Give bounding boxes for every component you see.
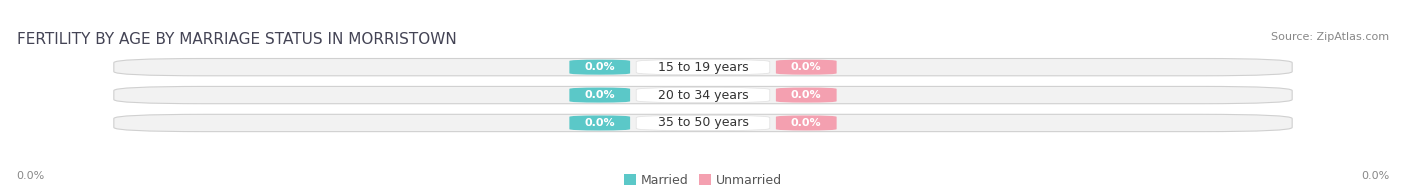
FancyBboxPatch shape: [776, 60, 837, 75]
Text: 0.0%: 0.0%: [585, 62, 614, 72]
FancyBboxPatch shape: [114, 114, 1292, 132]
FancyBboxPatch shape: [776, 88, 837, 103]
FancyBboxPatch shape: [114, 58, 1292, 76]
Text: FERTILITY BY AGE BY MARRIAGE STATUS IN MORRISTOWN: FERTILITY BY AGE BY MARRIAGE STATUS IN M…: [17, 32, 457, 47]
Text: 0.0%: 0.0%: [585, 118, 614, 128]
Legend: Married, Unmarried: Married, Unmarried: [619, 169, 787, 192]
Text: 0.0%: 0.0%: [792, 90, 821, 100]
FancyBboxPatch shape: [636, 88, 770, 103]
Text: 0.0%: 0.0%: [1361, 171, 1389, 181]
FancyBboxPatch shape: [569, 60, 630, 75]
FancyBboxPatch shape: [636, 60, 770, 75]
Text: 15 to 19 years: 15 to 19 years: [658, 61, 748, 74]
Text: Source: ZipAtlas.com: Source: ZipAtlas.com: [1271, 32, 1389, 42]
FancyBboxPatch shape: [569, 88, 630, 103]
FancyBboxPatch shape: [114, 86, 1292, 104]
Text: 0.0%: 0.0%: [17, 171, 45, 181]
Text: 0.0%: 0.0%: [792, 62, 821, 72]
FancyBboxPatch shape: [569, 115, 630, 131]
FancyBboxPatch shape: [776, 115, 837, 131]
FancyBboxPatch shape: [636, 115, 770, 131]
Text: 0.0%: 0.0%: [585, 90, 614, 100]
Text: 35 to 50 years: 35 to 50 years: [658, 116, 748, 130]
Text: 20 to 34 years: 20 to 34 years: [658, 89, 748, 102]
Text: 0.0%: 0.0%: [792, 118, 821, 128]
